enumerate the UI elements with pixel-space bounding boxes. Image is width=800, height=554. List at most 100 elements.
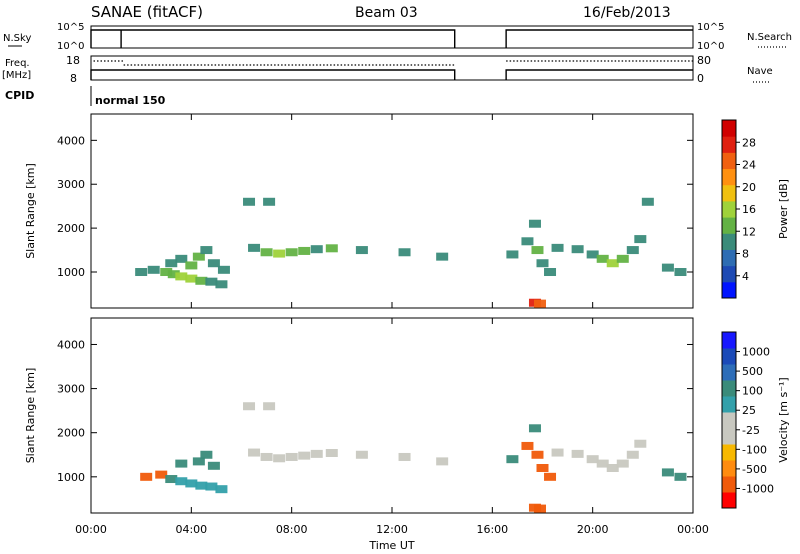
velocity-colorbar-title: Velocity [m s⁻¹] [777, 377, 790, 462]
power-colorbar-swatch [722, 136, 736, 153]
velocity-cell [195, 481, 208, 490]
power-cell [215, 280, 228, 289]
velocity-colorbar-label: -100 [742, 443, 767, 456]
velocity-cell [192, 457, 205, 466]
power-cell [528, 219, 541, 228]
power-cell [521, 237, 534, 246]
velocity-ytick-label: 3000 [57, 383, 85, 396]
xaxis-label: Time UT [368, 539, 414, 552]
velocity-cell [310, 449, 323, 458]
power-cell [544, 268, 557, 277]
xtick-label: 00:00 [75, 523, 107, 536]
velocity-ytick-label: 2000 [57, 427, 85, 440]
velocity-cell [165, 475, 178, 484]
power-cell [175, 254, 188, 263]
power-ytick-label: 3000 [57, 178, 85, 191]
power-colorbar-swatch [722, 249, 736, 267]
power-cell [551, 243, 564, 252]
velocity-cell [536, 464, 549, 472]
power-cell [285, 248, 298, 257]
nave-tick-top: 80 [697, 54, 711, 67]
power-colorbar-swatch [722, 217, 736, 234]
nsearch-label: N.Search [747, 32, 792, 43]
nsky-label: N.Sky [3, 33, 31, 44]
velocity-cell [436, 457, 449, 466]
power-colorbar-swatch [722, 168, 736, 186]
velocity-colorbar-swatch [722, 396, 736, 413]
station-title: SANAE (fitACF) [91, 3, 203, 21]
velocity-ylabel: Slant Range [km] [24, 368, 37, 464]
xtick-label: 20:00 [577, 523, 609, 536]
power-ylabel: Slant Range [km] [24, 163, 37, 259]
xtick-label: 04:00 [175, 523, 207, 536]
power-cell [160, 268, 173, 277]
velocity-cell [528, 424, 541, 433]
power-colorbar-label: 12 [742, 225, 756, 238]
velocity-cell [140, 472, 153, 481]
velocity-ytick-label: 1000 [57, 471, 85, 484]
power-cell [207, 259, 220, 268]
xtick-label: 12:00 [376, 523, 408, 536]
velocity-panel: 1000 2000 3000 4000 Slant Range [km] 1000 500 1… [24, 317, 790, 514]
power-ytick-label: 1000 [57, 266, 85, 279]
velocity-ytick-label: 4000 [57, 338, 85, 351]
velocity-cell [355, 450, 368, 459]
power-colorbar-swatch [722, 184, 736, 202]
power-cell [200, 246, 213, 255]
power-colorbar-label: 8 [742, 248, 749, 261]
power-colorbar-label: 28 [742, 136, 756, 149]
power-colorbar-swatch [722, 200, 736, 218]
nave-label: Nave [747, 66, 773, 77]
power-cell [634, 235, 647, 244]
velocity-cell [185, 479, 198, 488]
cpid-value: normal 150 [95, 94, 166, 107]
velocity-cell [596, 459, 609, 468]
freq-tick-bottom: 8 [70, 72, 77, 85]
power-colorbar-title: Power [dB] [777, 179, 790, 239]
date-label: 16/Feb/2013 [583, 5, 671, 21]
power-cell [355, 246, 368, 255]
velocity-cell [285, 452, 298, 461]
velocity-colorbar-label: 500 [742, 365, 763, 378]
power-cell [147, 265, 160, 274]
power-ytick-label: 4000 [57, 134, 85, 147]
power-cell [436, 252, 449, 261]
velocity-cell [521, 441, 534, 450]
velocity-cell [260, 452, 273, 461]
power-cell [674, 268, 687, 277]
freq-strip-frame [90, 55, 694, 81]
velocity-colorbar-swatch [722, 444, 736, 461]
velocity-colorbar-swatch [722, 348, 736, 365]
velocity-cell [155, 470, 168, 479]
velocity-cell [531, 450, 544, 459]
power-cell [661, 263, 674, 272]
nsky-trace [90, 29, 693, 48]
power-cell [616, 254, 629, 263]
velocity-cell [175, 477, 188, 486]
power-cell [243, 197, 256, 206]
velocity-cell [544, 472, 557, 481]
nsky-tick-bottom: 10^0 [57, 41, 84, 52]
xtick-label: 08:00 [276, 523, 308, 536]
velocity-colorbar-label: 1000 [742, 346, 770, 359]
velocity-cell [243, 402, 256, 411]
nsky-tick-top: 10^5 [57, 22, 84, 33]
power-cell [195, 276, 208, 285]
velocity-colorbar-swatch [722, 476, 736, 493]
power-cell [310, 245, 323, 254]
power-cell [325, 244, 338, 253]
power-cell [135, 268, 148, 277]
power-ytick-label: 2000 [57, 222, 85, 235]
velocity-cell [200, 450, 213, 459]
velocity-cell [325, 449, 338, 457]
power-cell [167, 270, 180, 279]
velocity-colorbar-frame [721, 331, 737, 509]
xtick-label: 00:00 [677, 523, 709, 536]
power-cell [298, 246, 311, 255]
power-colorbar-label: 24 [742, 159, 756, 172]
cpid-label: CPID [5, 89, 34, 102]
power-cell [531, 246, 544, 255]
velocity-colorbar-label: -25 [742, 424, 760, 437]
power-cell [263, 197, 276, 206]
